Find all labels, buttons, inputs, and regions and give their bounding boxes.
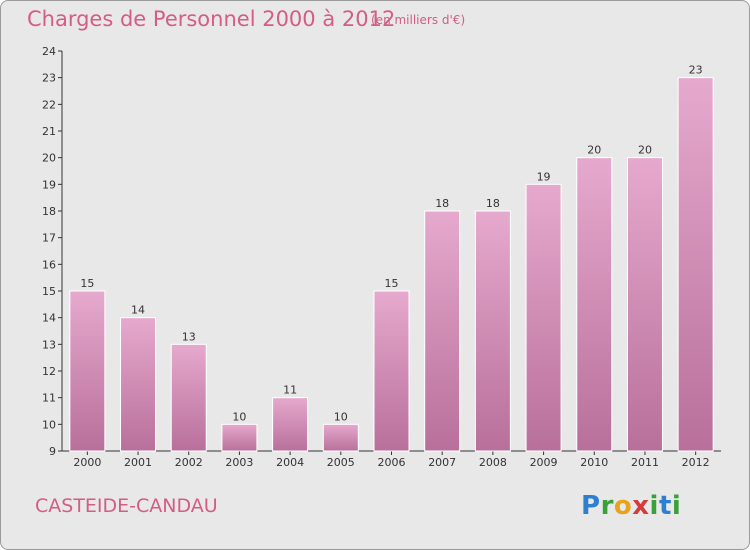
data-label-2000: 15 (80, 277, 94, 290)
x-tick-label-2006: 2006 (378, 456, 406, 469)
proxiti-logo[interactable]: Proxiti (581, 491, 682, 521)
y-tick-label: 13 (42, 338, 56, 351)
y-tick-label: 20 (42, 152, 56, 165)
y-tick-label: 9 (49, 445, 56, 458)
bar-2008 (474, 210, 511, 452)
data-label-2004: 11 (283, 384, 297, 397)
data-label-2012: 23 (689, 64, 703, 77)
data-label-2001: 14 (131, 304, 145, 317)
x-tick-label-2000: 2000 (73, 456, 101, 469)
chart-bars (69, 77, 714, 452)
x-tick-label-2012: 2012 (682, 456, 710, 469)
x-tick-label-2004: 2004 (276, 456, 304, 469)
y-tick-label: 16 (42, 258, 56, 271)
bar-2012 (677, 77, 714, 452)
x-tick-label-2011: 2011 (631, 456, 659, 469)
bar-2011 (626, 157, 663, 452)
chart-title: Charges de Personnel 2000 à 2012 (27, 7, 396, 31)
x-tick-label-2010: 2010 (580, 456, 608, 469)
bar-2005 (322, 423, 359, 452)
bar-2003 (221, 423, 258, 452)
x-tick-label-2001: 2001 (124, 456, 152, 469)
bar-2001 (120, 317, 157, 452)
data-label-2003: 10 (232, 410, 246, 423)
bar-2006 (373, 290, 410, 452)
data-label-2011: 20 (638, 144, 652, 157)
y-tick-label: 18 (42, 205, 56, 218)
y-tick-label: 10 (42, 418, 56, 431)
y-tick-label: 15 (42, 285, 56, 298)
data-label-2006: 15 (385, 277, 399, 290)
bar-2002 (170, 343, 207, 452)
x-tick-label-2007: 2007 (428, 456, 456, 469)
y-tick-label: 19 (42, 178, 56, 191)
y-tick-label: 14 (42, 312, 56, 325)
x-tick-label-2008: 2008 (479, 456, 507, 469)
x-tick-label-2005: 2005 (327, 456, 355, 469)
x-tick-label-2009: 2009 (530, 456, 558, 469)
chart-axes: 9 10 11 12 13 14 15 16 17 18 19 20 21 22 23 24 2000 2001 2… (42, 45, 721, 469)
bar-2000 (69, 290, 106, 452)
y-tick-label: 24 (42, 45, 56, 58)
chart-subtitle: (en milliers d'€) (371, 13, 466, 27)
x-tick-label-2003: 2003 (225, 456, 253, 469)
y-tick-label: 21 (42, 125, 56, 138)
bar-2010 (576, 157, 613, 452)
y-tick-label: 22 (42, 98, 56, 111)
y-tick-label: 23 (42, 72, 56, 85)
y-tick-label: 12 (42, 365, 56, 378)
x-tick-label-2002: 2002 (175, 456, 203, 469)
bar-2007 (424, 210, 461, 452)
bar-2004 (272, 397, 309, 452)
chart-data-labels: 15 14 13 10 11 10 15 18 18 19 20 20 23 (80, 64, 702, 424)
data-label-2010: 20 (587, 144, 601, 157)
data-label-2002: 13 (182, 330, 196, 343)
y-tick-label: 17 (42, 232, 56, 245)
bar-2009 (525, 183, 562, 452)
data-label-2005: 10 (334, 410, 348, 423)
y-tick-label: 11 (42, 392, 56, 405)
data-label-2007: 18 (435, 197, 449, 210)
data-label-2008: 18 (486, 197, 500, 210)
place-name: CASTEIDE-CANDAU (35, 495, 218, 517)
data-label-2009: 19 (537, 170, 551, 183)
